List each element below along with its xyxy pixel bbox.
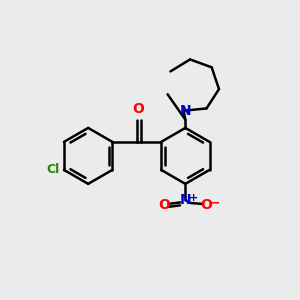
Text: N: N xyxy=(179,104,191,118)
Text: −: − xyxy=(209,196,220,209)
Text: O: O xyxy=(201,198,212,212)
Text: Cl: Cl xyxy=(46,164,59,176)
Text: O: O xyxy=(158,198,170,212)
Text: N: N xyxy=(180,193,192,207)
Text: +: + xyxy=(189,193,198,203)
Text: O: O xyxy=(132,102,144,116)
